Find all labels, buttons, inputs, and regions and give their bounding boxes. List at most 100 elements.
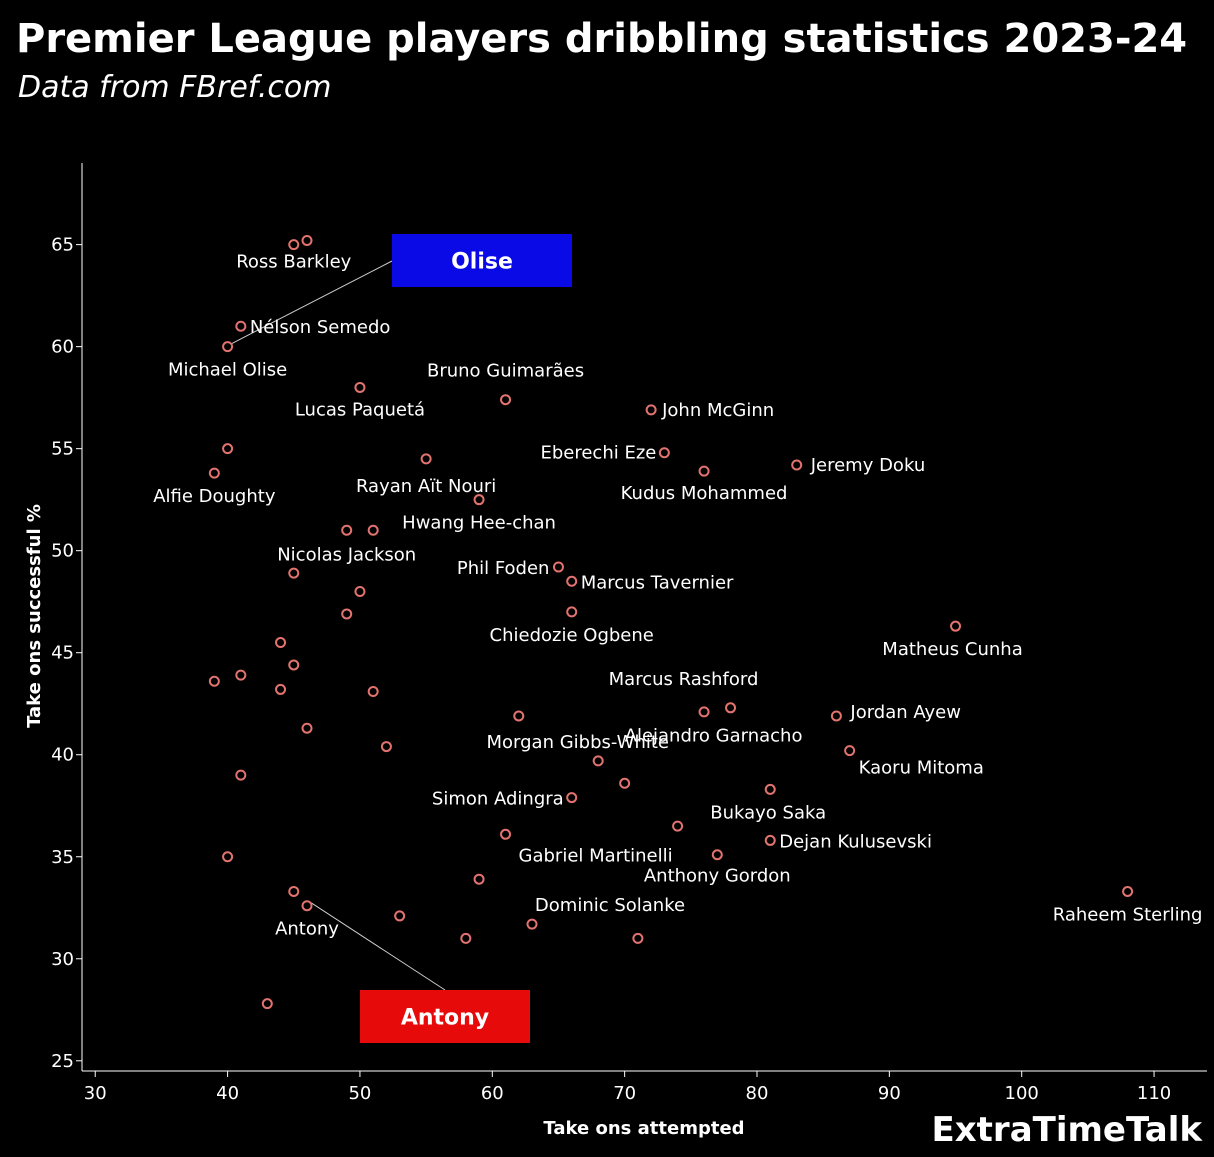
- point-label: Bukayo Saka: [710, 802, 826, 823]
- point-label: Nicolas Jackson: [277, 544, 416, 565]
- data-point: [288, 239, 300, 251]
- chart-title: Premier League players dribbling statist…: [16, 16, 1188, 62]
- data-point: [473, 873, 485, 885]
- data-point: [619, 777, 631, 789]
- data-point: [341, 524, 353, 536]
- data-point: [592, 755, 604, 767]
- data-point: [566, 792, 578, 804]
- data-point: [367, 685, 379, 697]
- data-point: [698, 465, 710, 477]
- data-point: [950, 620, 962, 632]
- data-point: [301, 900, 313, 912]
- highlight-label: Olise: [451, 250, 513, 275]
- point-label: Anthony Gordon: [644, 866, 791, 887]
- data-point: [394, 910, 406, 922]
- point-label: Chiedozie Ogbene: [490, 625, 654, 646]
- y-tick-label: 25: [51, 1051, 74, 1072]
- chart-subtitle: Data from FBref.com: [18, 70, 332, 105]
- point-label: Jeremy Doku: [810, 455, 926, 476]
- data-point: [566, 575, 578, 587]
- data-point: [354, 381, 366, 393]
- x-tick-label: 60: [481, 1083, 504, 1104]
- data-points: [208, 235, 1134, 1010]
- point-label: Jordan Ayew: [849, 702, 961, 723]
- point-label: Marcus Rashford: [609, 669, 759, 690]
- highlight-box: [360, 990, 530, 1043]
- data-point: [725, 702, 737, 714]
- axes: 30 40 50 60 70 80 90 100 110 25 30 35 40 45 50 55 60 65: [51, 163, 1207, 1104]
- data-point: [1122, 885, 1134, 897]
- highlight-box: [392, 234, 572, 287]
- point-label: John McGinn: [661, 400, 774, 421]
- point-label: Matheus Cunha: [882, 639, 1022, 660]
- data-point: [473, 494, 485, 506]
- point-label: Marcus Tavernier: [581, 572, 734, 593]
- data-point: [513, 710, 525, 722]
- point-label: Dejan Kulusevski: [779, 831, 932, 852]
- highlight-connector: [231, 260, 393, 345]
- point-label: Alejandro Garnacho: [625, 725, 803, 746]
- y-tick-label: 30: [51, 949, 74, 970]
- data-point: [208, 675, 220, 687]
- x-tick-label: 80: [746, 1083, 769, 1104]
- data-point: [844, 745, 856, 757]
- data-point: [301, 722, 313, 734]
- data-point: [208, 467, 220, 479]
- data-point: [658, 447, 670, 459]
- data-point: [791, 459, 803, 471]
- data-point: [288, 659, 300, 671]
- data-point: [552, 561, 564, 573]
- data-point: [380, 741, 392, 753]
- data-point: [632, 932, 644, 944]
- data-point: [672, 820, 684, 832]
- data-point: [764, 783, 776, 795]
- data-point: [500, 828, 512, 840]
- data-point: [275, 637, 287, 649]
- brand-watermark: ExtraTimeTalk: [931, 1110, 1202, 1150]
- point-labels: Ross Barkley Nélson Semedo Michael Olise Lu…: [153, 252, 1202, 940]
- x-tick-label: 70: [613, 1083, 636, 1104]
- point-label: Morgan Gibbs-White: [487, 732, 670, 753]
- point-label: Rayan Aït Nouri: [356, 476, 496, 497]
- y-tick-label: 60: [51, 337, 74, 358]
- y-tick-label: 65: [51, 235, 74, 256]
- y-tick-label: 45: [51, 643, 74, 664]
- y-tick-label: 50: [51, 541, 74, 562]
- data-point: [235, 320, 247, 332]
- x-tick-label: 40: [216, 1083, 239, 1104]
- y-tick-label: 55: [51, 439, 74, 460]
- point-label: Lucas Paquetá: [295, 399, 425, 420]
- highlight-label: Antony: [401, 1006, 489, 1031]
- data-point: [645, 404, 657, 416]
- data-point: [275, 683, 287, 695]
- x-tick-label: 90: [878, 1083, 901, 1104]
- data-point: [235, 769, 247, 781]
- data-point: [566, 606, 578, 618]
- point-label: Nélson Semedo: [250, 317, 391, 338]
- data-point: [367, 524, 379, 536]
- x-tick-label: 110: [1137, 1083, 1171, 1104]
- point-label: Phil Foden: [457, 558, 550, 579]
- x-tick-label: 100: [1005, 1083, 1039, 1104]
- data-point: [341, 608, 353, 620]
- data-point: [764, 834, 776, 846]
- point-label: Kaoru Mitoma: [859, 758, 984, 779]
- point-label: Ross Barkley: [236, 252, 351, 273]
- point-label: Kudus Mohammed: [621, 483, 788, 504]
- y-axis-title: Take ons successful %: [24, 504, 45, 728]
- data-point: [301, 235, 313, 247]
- point-label: Antony: [275, 919, 339, 940]
- data-point: [526, 918, 538, 930]
- point-label: Hwang Hee-chan: [402, 513, 556, 534]
- data-point: [288, 885, 300, 897]
- point-label: Eberechi Eze: [540, 443, 656, 464]
- y-tick-label: 35: [51, 847, 74, 868]
- data-point: [288, 567, 300, 579]
- point-label: Alfie Doughty: [153, 486, 276, 507]
- point-label: Bruno Guimarães: [427, 361, 584, 382]
- data-point: [235, 669, 247, 681]
- point-label: Raheem Sterling: [1053, 904, 1203, 925]
- highlight-connector: [310, 902, 446, 991]
- point-label: Simon Adingra: [432, 789, 564, 810]
- data-point: [698, 706, 710, 718]
